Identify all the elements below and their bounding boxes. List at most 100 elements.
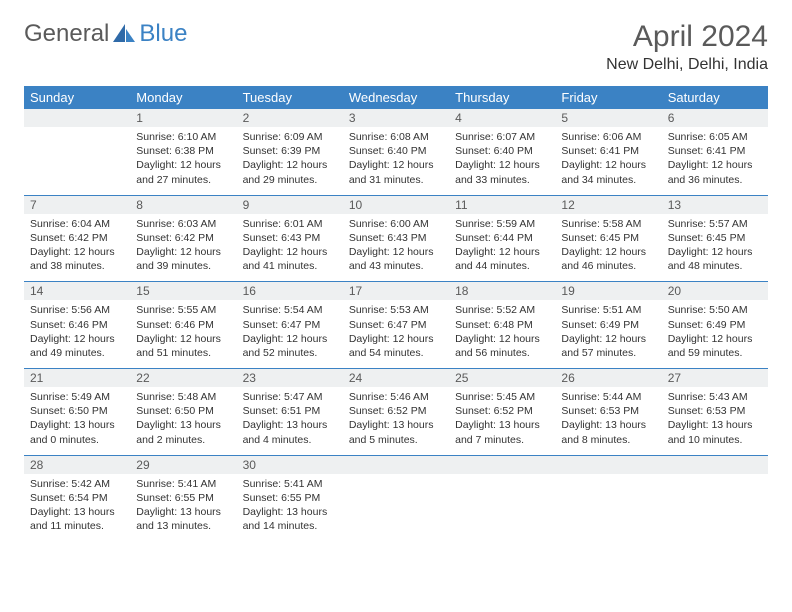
day-number-row: 78910111213 <box>24 195 768 214</box>
day-cell: Sunrise: 6:09 AMSunset: 6:39 PMDaylight:… <box>237 127 343 195</box>
daylight-text: Daylight: 12 hours and 57 minutes. <box>561 332 655 360</box>
sunrise-text: Sunrise: 5:51 AM <box>561 303 655 317</box>
day-number: 12 <box>555 195 661 214</box>
weekday-header: Sunday <box>24 86 130 109</box>
daylight-text: Daylight: 12 hours and 41 minutes. <box>243 245 337 273</box>
sunset-text: Sunset: 6:48 PM <box>455 318 549 332</box>
day-number: 30 <box>237 455 343 474</box>
day-info-row: Sunrise: 5:49 AMSunset: 6:50 PMDaylight:… <box>24 387 768 455</box>
day-number: 25 <box>449 369 555 388</box>
sunset-text: Sunset: 6:45 PM <box>561 231 655 245</box>
day-cell: Sunrise: 5:44 AMSunset: 6:53 PMDaylight:… <box>555 387 661 455</box>
brand-word-1: General <box>24 20 109 48</box>
day-cell: Sunrise: 6:06 AMSunset: 6:41 PMDaylight:… <box>555 127 661 195</box>
day-number: 8 <box>130 195 236 214</box>
sunset-text: Sunset: 6:46 PM <box>136 318 230 332</box>
day-number: 24 <box>343 369 449 388</box>
sunset-text: Sunset: 6:50 PM <box>136 404 230 418</box>
sunset-text: Sunset: 6:47 PM <box>349 318 443 332</box>
sunset-text: Sunset: 6:39 PM <box>243 144 337 158</box>
day-cell <box>449 474 555 542</box>
sunset-text: Sunset: 6:46 PM <box>30 318 124 332</box>
day-cell: Sunrise: 6:01 AMSunset: 6:43 PMDaylight:… <box>237 214 343 282</box>
sunset-text: Sunset: 6:50 PM <box>30 404 124 418</box>
sunset-text: Sunset: 6:55 PM <box>243 491 337 505</box>
sunrise-text: Sunrise: 5:49 AM <box>30 390 124 404</box>
day-number: 4 <box>449 109 555 127</box>
sunset-text: Sunset: 6:43 PM <box>349 231 443 245</box>
day-cell <box>662 474 768 542</box>
daylight-text: Daylight: 13 hours and 2 minutes. <box>136 418 230 446</box>
day-number <box>343 455 449 474</box>
day-cell: Sunrise: 6:07 AMSunset: 6:40 PMDaylight:… <box>449 127 555 195</box>
sunrise-text: Sunrise: 5:59 AM <box>455 217 549 231</box>
day-number: 20 <box>662 282 768 301</box>
day-cell: Sunrise: 6:04 AMSunset: 6:42 PMDaylight:… <box>24 214 130 282</box>
day-cell: Sunrise: 5:59 AMSunset: 6:44 PMDaylight:… <box>449 214 555 282</box>
sunrise-text: Sunrise: 5:47 AM <box>243 390 337 404</box>
sunrise-text: Sunrise: 5:57 AM <box>668 217 762 231</box>
sunset-text: Sunset: 6:51 PM <box>243 404 337 418</box>
day-number: 13 <box>662 195 768 214</box>
daylight-text: Daylight: 12 hours and 46 minutes. <box>561 245 655 273</box>
sunrise-text: Sunrise: 6:08 AM <box>349 130 443 144</box>
sunset-text: Sunset: 6:42 PM <box>30 231 124 245</box>
day-cell: Sunrise: 5:41 AMSunset: 6:55 PMDaylight:… <box>237 474 343 542</box>
sunrise-text: Sunrise: 6:01 AM <box>243 217 337 231</box>
daylight-text: Daylight: 13 hours and 14 minutes. <box>243 505 337 533</box>
sunset-text: Sunset: 6:55 PM <box>136 491 230 505</box>
day-number: 5 <box>555 109 661 127</box>
sunrise-text: Sunrise: 5:41 AM <box>243 477 337 491</box>
day-number: 18 <box>449 282 555 301</box>
sunset-text: Sunset: 6:47 PM <box>243 318 337 332</box>
day-cell <box>555 474 661 542</box>
sunset-text: Sunset: 6:40 PM <box>455 144 549 158</box>
weekday-header: Tuesday <box>237 86 343 109</box>
daylight-text: Daylight: 13 hours and 4 minutes. <box>243 418 337 446</box>
daylight-text: Daylight: 12 hours and 56 minutes. <box>455 332 549 360</box>
calendar-month: April 2024 <box>606 20 768 54</box>
daylight-text: Daylight: 12 hours and 36 minutes. <box>668 158 762 186</box>
daylight-text: Daylight: 12 hours and 54 minutes. <box>349 332 443 360</box>
daylight-text: Daylight: 12 hours and 43 minutes. <box>349 245 443 273</box>
day-cell: Sunrise: 5:46 AMSunset: 6:52 PMDaylight:… <box>343 387 449 455</box>
day-info-row: Sunrise: 6:04 AMSunset: 6:42 PMDaylight:… <box>24 214 768 282</box>
weekday-header: Wednesday <box>343 86 449 109</box>
sunrise-text: Sunrise: 5:42 AM <box>30 477 124 491</box>
day-number <box>555 455 661 474</box>
sunrise-text: Sunrise: 6:00 AM <box>349 217 443 231</box>
day-cell: Sunrise: 5:51 AMSunset: 6:49 PMDaylight:… <box>555 300 661 368</box>
sunrise-text: Sunrise: 5:45 AM <box>455 390 549 404</box>
day-cell: Sunrise: 5:58 AMSunset: 6:45 PMDaylight:… <box>555 214 661 282</box>
sunrise-text: Sunrise: 5:55 AM <box>136 303 230 317</box>
sunrise-text: Sunrise: 5:44 AM <box>561 390 655 404</box>
sunset-text: Sunset: 6:52 PM <box>349 404 443 418</box>
calendar-body: 123456Sunrise: 6:10 AMSunset: 6:38 PMDay… <box>24 109 768 541</box>
daylight-text: Daylight: 12 hours and 52 minutes. <box>243 332 337 360</box>
daylight-text: Daylight: 13 hours and 0 minutes. <box>30 418 124 446</box>
day-number: 1 <box>130 109 236 127</box>
calendar-page: General Blue April 2024 New Delhi, Delhi… <box>0 0 792 561</box>
daylight-text: Daylight: 12 hours and 34 minutes. <box>561 158 655 186</box>
sunrise-text: Sunrise: 5:56 AM <box>30 303 124 317</box>
day-cell: Sunrise: 5:55 AMSunset: 6:46 PMDaylight:… <box>130 300 236 368</box>
day-number: 23 <box>237 369 343 388</box>
sunset-text: Sunset: 6:41 PM <box>561 144 655 158</box>
sunset-text: Sunset: 6:42 PM <box>136 231 230 245</box>
daylight-text: Daylight: 12 hours and 59 minutes. <box>668 332 762 360</box>
day-cell: Sunrise: 5:52 AMSunset: 6:48 PMDaylight:… <box>449 300 555 368</box>
daylight-text: Daylight: 13 hours and 5 minutes. <box>349 418 443 446</box>
day-number-row: 282930 <box>24 455 768 474</box>
daylight-text: Daylight: 12 hours and 51 minutes. <box>136 332 230 360</box>
day-number: 26 <box>555 369 661 388</box>
day-cell <box>343 474 449 542</box>
daylight-text: Daylight: 13 hours and 13 minutes. <box>136 505 230 533</box>
day-number: 10 <box>343 195 449 214</box>
daylight-text: Daylight: 12 hours and 27 minutes. <box>136 158 230 186</box>
day-number: 29 <box>130 455 236 474</box>
day-number: 22 <box>130 369 236 388</box>
day-cell: Sunrise: 5:41 AMSunset: 6:55 PMDaylight:… <box>130 474 236 542</box>
weekday-header: Saturday <box>662 86 768 109</box>
daylight-text: Daylight: 13 hours and 11 minutes. <box>30 505 124 533</box>
day-cell: Sunrise: 5:54 AMSunset: 6:47 PMDaylight:… <box>237 300 343 368</box>
